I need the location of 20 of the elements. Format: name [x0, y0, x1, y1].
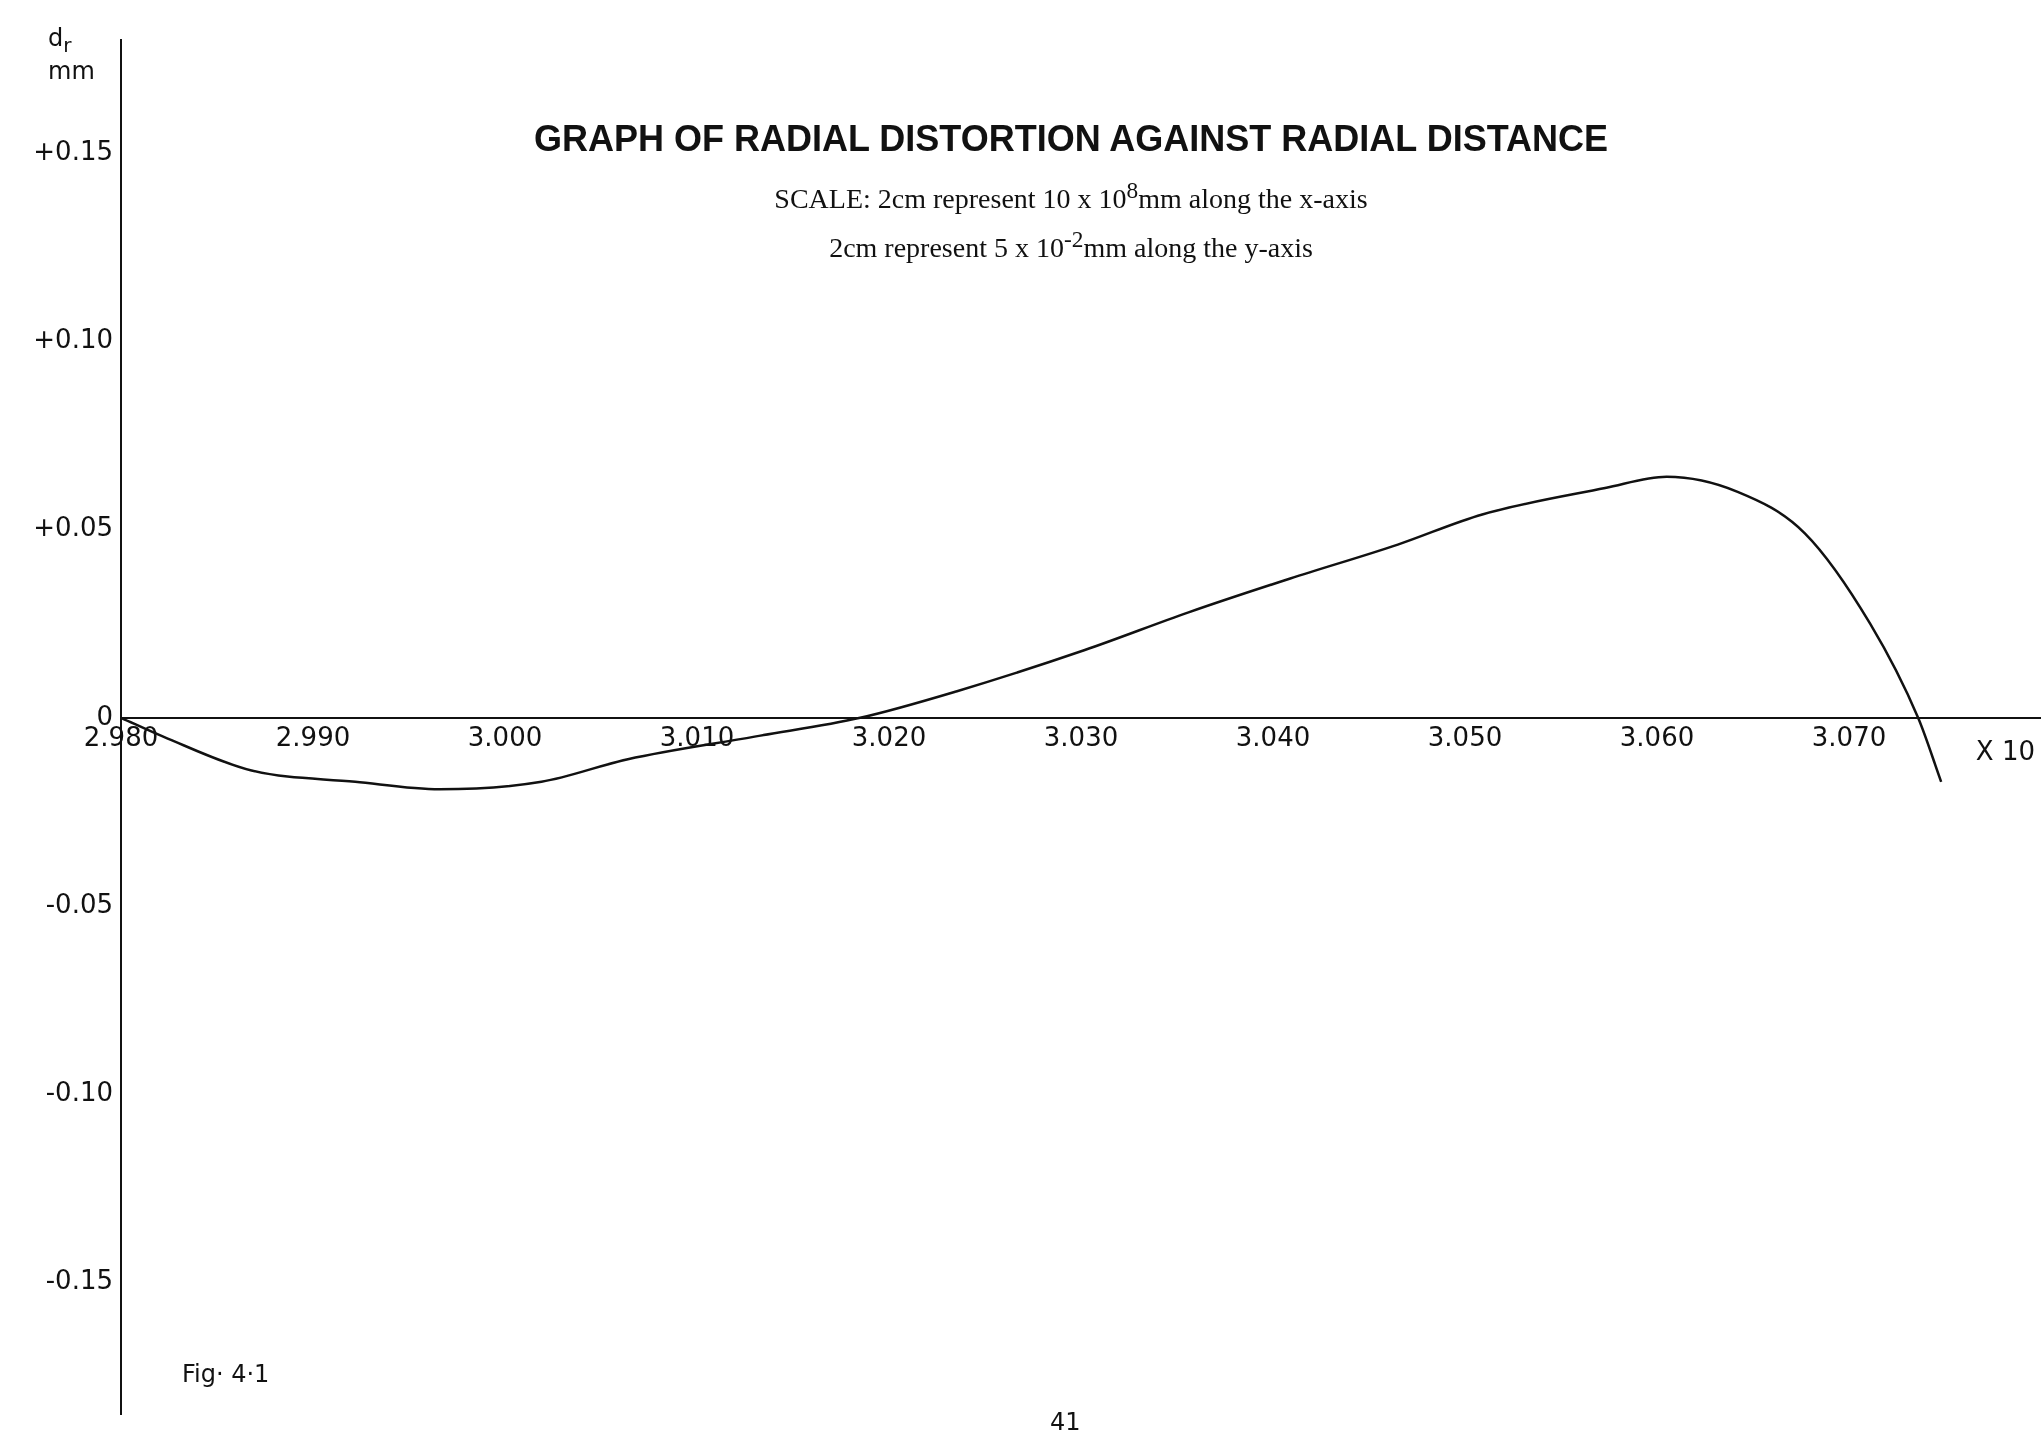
x-tick-label: 3.060	[1619, 721, 1695, 752]
y-tick-label: -0.10	[45, 1077, 113, 1108]
x-tick-label: 3.050	[1427, 721, 1503, 752]
x-tick-label: 3.030	[1043, 721, 1119, 752]
y-tick-label: -0.15	[45, 1265, 113, 1296]
text: GRAPH OF RADIAL DISTORTION AGAINST RADIAL DISTANCE	[533, 118, 1609, 160]
y-tick-label: +0.05	[33, 512, 113, 543]
annotation: 41	[1050, 1408, 1081, 1436]
y-tick-label: +0.10	[33, 323, 113, 354]
y-axis-title: d$_{r}$ mm	[48, 24, 96, 85]
x-axis-title: X 10	[1975, 736, 2035, 766]
annotation: Fig· 4·1	[182, 1360, 270, 1388]
x-tick-label: 3.000	[467, 721, 543, 752]
x-tick-label: 3.020	[851, 721, 927, 752]
x-tick-label: 3.040	[1235, 721, 1311, 752]
text: SCALE: 2cm represent 10 x 10$^{8}$mm along the x-axis 2cm represent 5 x 10$^{-2}$mm along the y-axis	[774, 177, 1368, 264]
y-tick-label: -0.05	[45, 888, 113, 919]
x-tick-label: 3.070	[1811, 721, 1887, 752]
x-tick-label: 2.990	[275, 721, 351, 752]
y-tick-label: +0.15	[33, 135, 113, 166]
